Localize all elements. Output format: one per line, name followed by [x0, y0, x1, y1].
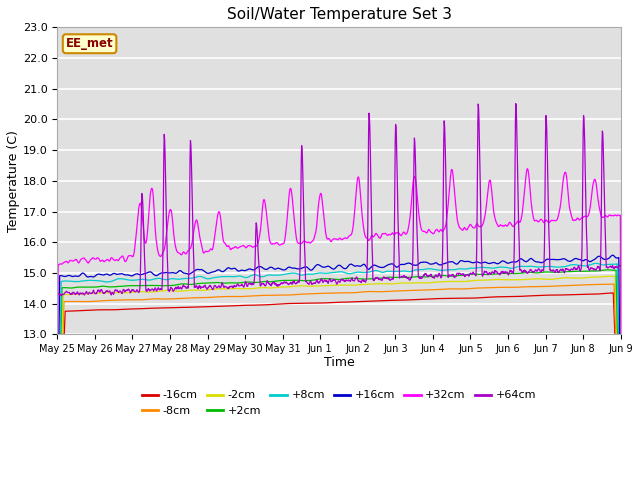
-2cm	[179, 288, 186, 294]
+2cm	[165, 283, 173, 288]
-16cm	[179, 304, 186, 310]
-16cm	[242, 302, 250, 308]
+16cm	[242, 268, 250, 274]
+16cm	[550, 256, 557, 262]
+64cm	[617, 263, 625, 268]
-16cm	[617, 332, 625, 337]
-8cm	[617, 332, 625, 337]
-16cm	[165, 305, 173, 311]
-2cm	[242, 286, 250, 292]
+2cm	[54, 332, 61, 337]
-2cm	[617, 332, 625, 337]
-2cm	[607, 273, 614, 279]
+16cm	[179, 269, 186, 275]
-16cm	[54, 332, 61, 337]
-2cm	[54, 332, 61, 337]
+8cm	[427, 266, 435, 272]
+16cm	[500, 258, 508, 264]
Legend: -16cm, -8cm, -2cm, +2cm, +8cm, +16cm, +32cm, +64cm: -16cm, -8cm, -2cm, +2cm, +8cm, +16cm, +3…	[138, 386, 541, 420]
+8cm	[242, 275, 250, 280]
Line: -2cm: -2cm	[58, 276, 621, 335]
+8cm	[54, 332, 61, 337]
-2cm	[427, 280, 435, 286]
-8cm	[179, 296, 186, 301]
+16cm	[427, 261, 435, 267]
+64cm	[242, 279, 250, 285]
-8cm	[54, 332, 61, 337]
-2cm	[165, 288, 173, 293]
Line: +64cm: +64cm	[58, 104, 621, 296]
Line: +2cm: +2cm	[58, 270, 621, 335]
+16cm	[165, 270, 173, 276]
+16cm	[617, 332, 625, 337]
+8cm	[179, 276, 186, 281]
-8cm	[165, 296, 173, 302]
Line: -8cm: -8cm	[58, 284, 621, 335]
Y-axis label: Temperature (C): Temperature (C)	[7, 130, 20, 232]
+2cm	[550, 269, 557, 275]
Title: Soil/Water Temperature Set 3: Soil/Water Temperature Set 3	[227, 7, 452, 22]
-8cm	[427, 287, 435, 293]
Line: +16cm: +16cm	[58, 255, 621, 335]
-16cm	[609, 290, 617, 296]
+8cm	[593, 261, 600, 266]
+16cm	[609, 252, 617, 258]
+32cm	[500, 223, 508, 229]
+2cm	[617, 332, 625, 337]
+32cm	[54, 332, 61, 337]
+64cm	[551, 270, 559, 276]
Line: +32cm: +32cm	[58, 168, 621, 335]
+8cm	[617, 332, 625, 337]
+64cm	[427, 271, 435, 277]
-8cm	[611, 281, 618, 287]
-16cm	[500, 294, 508, 300]
+32cm	[179, 250, 186, 256]
-16cm	[427, 296, 435, 302]
+64cm	[512, 101, 520, 107]
+16cm	[54, 332, 61, 337]
-8cm	[500, 285, 508, 290]
+2cm	[603, 267, 611, 273]
+32cm	[617, 332, 625, 337]
Text: EE_met: EE_met	[66, 37, 113, 50]
-8cm	[550, 283, 557, 289]
+32cm	[165, 211, 173, 217]
-2cm	[500, 277, 508, 283]
+64cm	[166, 288, 173, 294]
Line: +8cm: +8cm	[58, 264, 621, 335]
+2cm	[500, 271, 508, 276]
Line: -16cm: -16cm	[58, 293, 621, 335]
-16cm	[550, 292, 557, 298]
+8cm	[550, 264, 557, 270]
+32cm	[550, 217, 558, 223]
+64cm	[179, 283, 187, 289]
+8cm	[165, 276, 173, 282]
-8cm	[242, 293, 250, 299]
X-axis label: Time: Time	[324, 356, 355, 369]
+2cm	[179, 281, 186, 287]
+64cm	[500, 270, 508, 276]
+2cm	[242, 279, 250, 285]
+8cm	[500, 264, 508, 270]
+64cm	[58, 293, 65, 299]
+32cm	[242, 245, 250, 251]
-2cm	[550, 276, 557, 282]
+32cm	[524, 166, 531, 171]
+32cm	[427, 228, 435, 234]
+64cm	[54, 291, 61, 297]
+2cm	[427, 274, 435, 279]
